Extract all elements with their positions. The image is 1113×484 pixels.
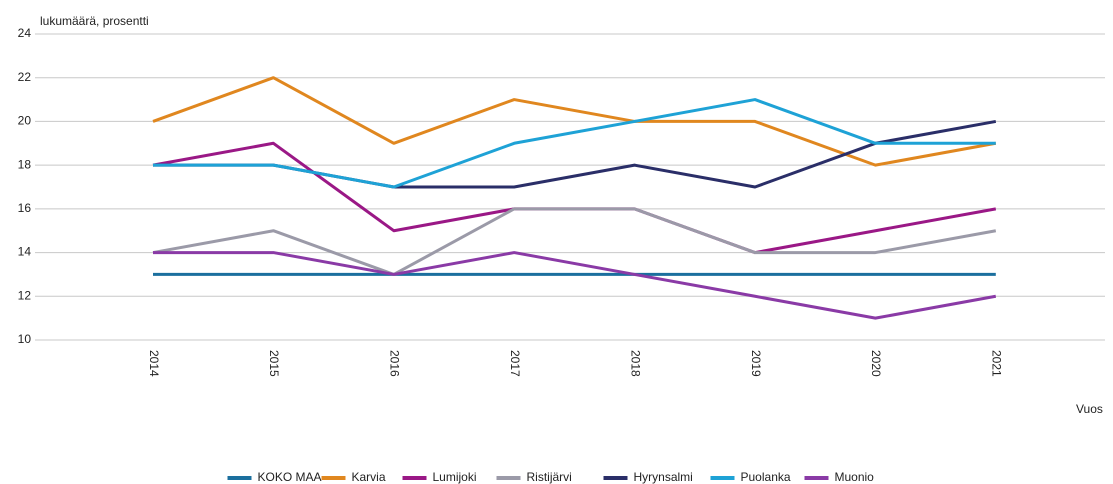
legend-label: Muonio [835, 470, 875, 484]
x-tick-label: 2016 [388, 350, 402, 377]
y-tick-label: 14 [18, 245, 32, 259]
legend-label: Ristijärvi [527, 470, 572, 484]
y-tick-label: 10 [18, 332, 32, 346]
series-line [153, 98, 996, 189]
series-line [153, 251, 997, 320]
x-tick-label: 2014 [147, 350, 161, 377]
x-tick-label: 2021 [990, 350, 1004, 377]
x-tick-label: 2020 [869, 350, 883, 377]
legend-label: Hyrynsalmi [634, 470, 693, 484]
x-tick-label: 2017 [508, 350, 522, 377]
series-line [152, 207, 997, 276]
y-tick-label: 24 [18, 26, 32, 40]
series-line [152, 141, 997, 255]
legend-label: Karvia [352, 470, 386, 484]
legend-label: Puolanka [741, 470, 791, 484]
y-tick-label: 20 [18, 114, 32, 128]
y-axis-label: lukumäärä, prosentti [40, 14, 149, 28]
series-line [152, 76, 997, 167]
legend-label: Lumijoki [433, 470, 477, 484]
legend-label: KOKO MAA [258, 470, 322, 484]
x-tick-label: 2018 [628, 350, 642, 377]
y-tick-label: 16 [18, 201, 32, 215]
y-tick-label: 22 [18, 70, 32, 84]
y-tick-label: 18 [18, 157, 32, 171]
x-tick-label: 2015 [267, 350, 281, 377]
x-axis-label: Vuos [1076, 402, 1103, 416]
y-tick-label: 12 [18, 288, 32, 302]
x-tick-label: 2019 [749, 350, 763, 377]
